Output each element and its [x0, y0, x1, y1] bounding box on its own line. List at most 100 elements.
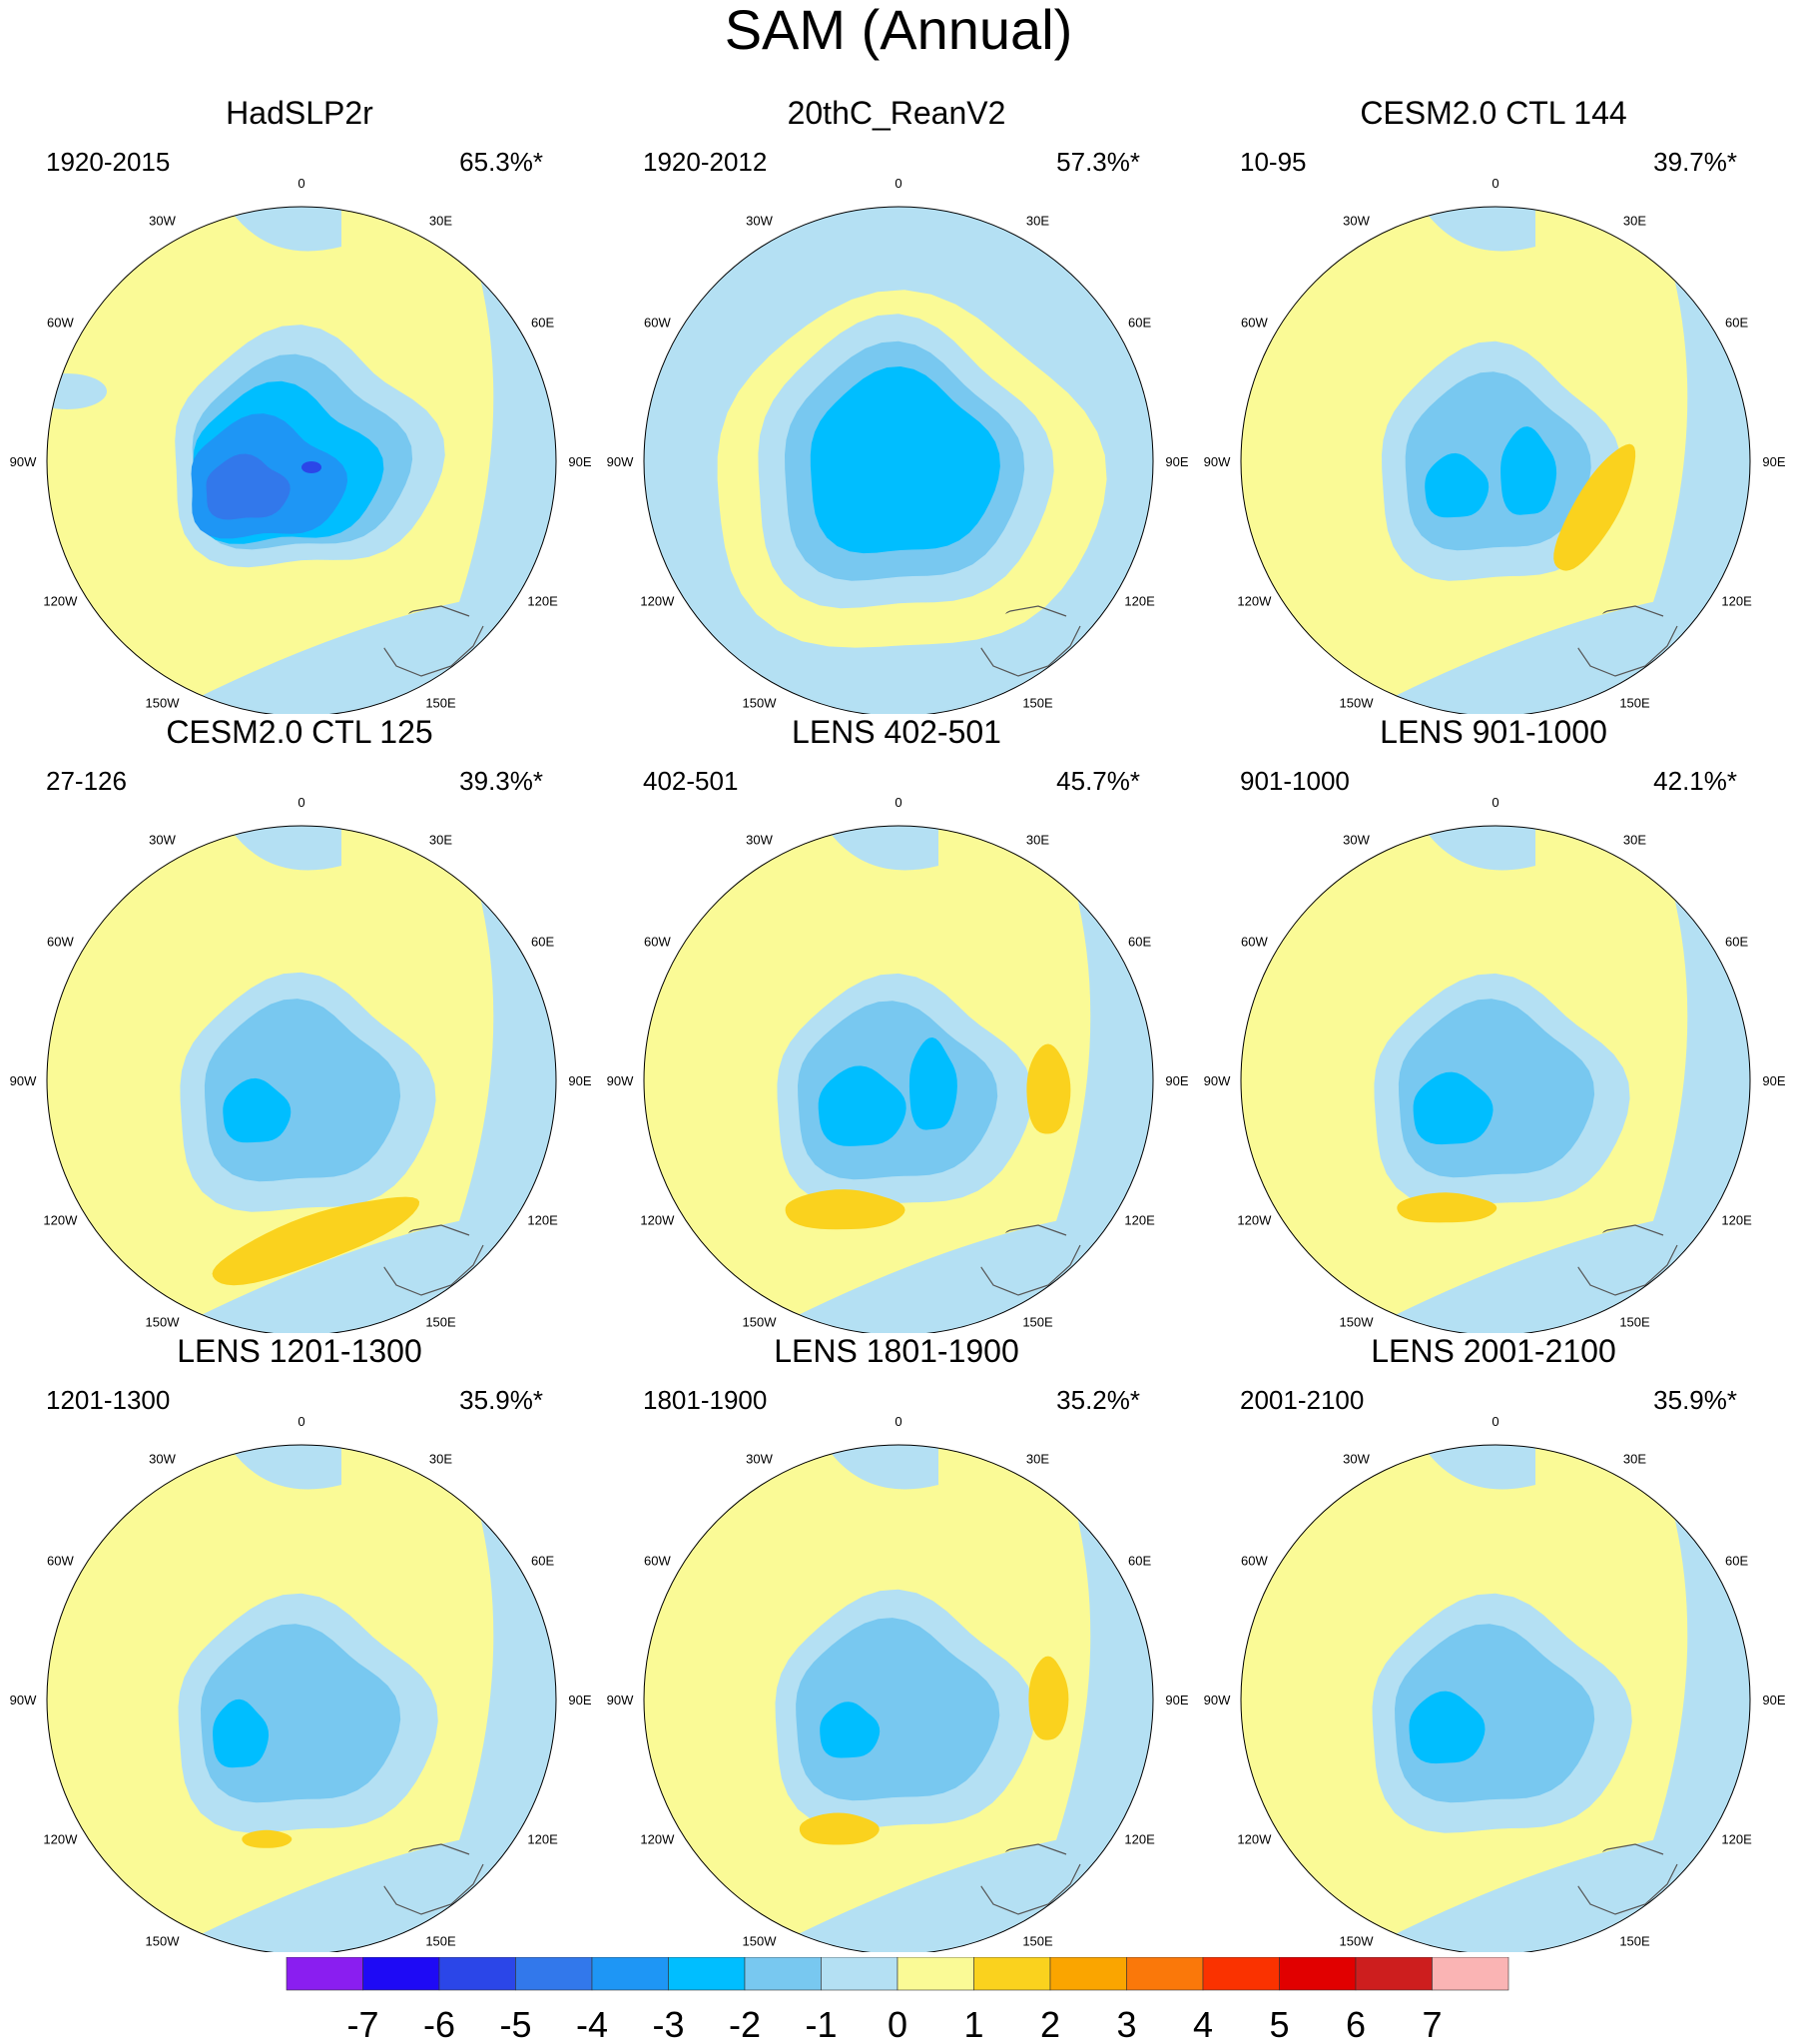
colorbar-tick-label: 1 [963, 2004, 983, 2044]
polar-map: 030E60E90E120E150E180150W120W90W60W30W [10, 795, 592, 1333]
longitude-label: 150E [1022, 1315, 1053, 1330]
longitude-label: 150W [743, 696, 778, 711]
panel-variance-percent: 35.2%* [1056, 1385, 1140, 1415]
longitude-label: 120E [1124, 1832, 1155, 1847]
longitude-label: 30W [149, 832, 176, 847]
longitude-label: 60E [1725, 1554, 1748, 1569]
longitude-label: 150W [1340, 1315, 1375, 1330]
contour-m3 [810, 366, 1000, 554]
colorbar-swatch [668, 1957, 746, 1991]
panel-title: 20thC_ReanV2 [787, 95, 1006, 131]
contour-m5 [206, 453, 291, 520]
longitude-label: 0 [298, 795, 304, 810]
colorbar-swatch [821, 1957, 898, 1991]
map-panel-lens-901-1000: LENS 901-1000 901-1000 42.1%* 0 30E 60E 90E… [1194, 714, 1793, 1333]
panel-period: 901-1000 [1240, 766, 1350, 796]
panel-title: CESM2.0 CTL 125 [166, 714, 433, 750]
contour-m3 [820, 1702, 881, 1758]
polar-map: 030E60E90E120E150E180150W120W90W60W30W [10, 1414, 592, 1952]
longitude-label: 30E [1026, 213, 1049, 228]
map-panel-cesm2-ctl-144: CESM2.0 CTL 144 10-95 39.7%* 0 30E 60E 90E 1… [1194, 95, 1793, 714]
polar-map: 030E60E90E120E150E180150W120W90W60W30W [607, 1414, 1189, 1952]
longitude-label: 150E [425, 1934, 456, 1949]
longitude-label: 120W [43, 1213, 78, 1228]
colorbar-swatch [1126, 1957, 1204, 1991]
longitude-label: 90E [568, 1073, 591, 1088]
contour-negative-1 [47, 373, 107, 409]
longitude-label: 90E [1762, 1693, 1785, 1707]
longitude-label: 30E [429, 832, 452, 847]
longitude-label: 60E [531, 935, 554, 950]
contour-p2 [1026, 1043, 1071, 1134]
map-fields [1241, 1445, 1750, 1952]
map-panel-cesm2-ctl-125: CESM2.0 CTL 125 27-126 39.3%* 0 30E 60E 90E… [0, 714, 599, 1333]
longitude-label: 0 [1492, 795, 1498, 810]
colorbar-swatch [973, 1957, 1051, 1991]
longitude-label: 120E [1721, 1832, 1752, 1847]
panel-title: LENS 2001-2100 [1371, 1333, 1616, 1369]
longitude-label: 150W [1340, 1934, 1375, 1949]
contour-m3 [1409, 1691, 1486, 1764]
coastlines [1542, 1142, 1678, 1296]
coastlines [348, 523, 484, 677]
panel-period: 1920-2012 [643, 147, 768, 177]
colorbar-tick-label: -1 [805, 2004, 837, 2044]
longitude-label: 60E [1128, 316, 1151, 331]
colorbar-swatch [1355, 1957, 1433, 1991]
panel-variance-percent: 65.3%* [459, 147, 543, 177]
longitude-label: 30W [746, 832, 773, 847]
longitude-label: 60W [47, 316, 74, 331]
panel-title: CESM2.0 CTL 144 [1360, 95, 1627, 131]
longitude-label: 0 [895, 795, 901, 810]
longitude-label: 30W [746, 213, 773, 228]
contour-m3 [223, 1077, 292, 1143]
coastlines [1542, 1761, 1678, 1915]
longitude-label: 150E [1022, 696, 1053, 711]
colorbar-tick-label: -3 [652, 2004, 684, 2044]
longitude-label: 90E [1165, 454, 1188, 469]
longitude-label: 120W [1237, 1213, 1272, 1228]
panel-variance-percent: 39.7%* [1653, 147, 1737, 177]
longitude-label: 30E [429, 1451, 452, 1466]
panel-period: 1920-2015 [46, 147, 171, 177]
colorbar-swatch [362, 1957, 440, 1991]
longitude-label: 120E [527, 1213, 558, 1228]
longitude-label: 0 [895, 1414, 901, 1429]
longitude-label: 0 [298, 176, 304, 191]
longitude-label: 60E [1128, 1554, 1151, 1569]
colorbar-tick-label: -7 [346, 2004, 378, 2044]
map-boundary [643, 206, 1154, 714]
panel-title: LENS 402-501 [792, 714, 1001, 750]
colorbar-swatch [286, 1957, 363, 1991]
panel-variance-percent: 45.7%* [1056, 766, 1140, 796]
longitude-label: 120E [1124, 594, 1155, 609]
colorbar-tick-label: 6 [1346, 2004, 1366, 2044]
longitude-label: 90W [1204, 454, 1231, 469]
map-fields [1241, 826, 1750, 1333]
contour-p2 [1028, 1656, 1069, 1740]
polar-map: 030E60E90E120E150E180150W120W90W60W30W [1204, 1414, 1786, 1952]
longitude-label: 90E [1165, 1693, 1188, 1707]
map-panel-lens-1201-1300: LENS 1201-1300 1201-1300 35.9%* 0 30E 60E 9… [0, 1333, 599, 1952]
longitude-label: 60W [47, 935, 74, 950]
map-fields [47, 826, 556, 1333]
coastlines [348, 1142, 484, 1296]
colorbar-tick-label: 7 [1422, 2004, 1442, 2044]
longitude-label: 150E [1619, 696, 1650, 711]
longitude-label: 60W [1241, 316, 1268, 331]
longitude-label: 90W [10, 1693, 37, 1707]
longitude-label: 60E [531, 1554, 554, 1569]
longitude-label: 60W [644, 1554, 671, 1569]
longitude-label: 0 [1492, 1414, 1498, 1429]
coastlines [945, 523, 1081, 677]
contour-p2 [799, 1812, 880, 1845]
longitude-label: 90E [1165, 1073, 1188, 1088]
panel-period: 1201-1300 [46, 1385, 171, 1415]
longitude-label: 150E [1619, 1315, 1650, 1330]
panel-variance-percent: 39.3%* [459, 766, 543, 796]
panel-variance-percent: 57.3%* [1056, 147, 1140, 177]
contour-p2 [212, 1196, 420, 1286]
map-panel-lens-2001-2100: LENS 2001-2100 2001-2100 35.9%* 0 30E 60E 9… [1194, 1333, 1793, 1952]
map-panel-lens-1801-1900: LENS 1801-1900 1801-1900 35.2%* 0 30E 60E 9… [597, 1333, 1196, 1952]
colorbar-swatch [591, 1957, 669, 1991]
